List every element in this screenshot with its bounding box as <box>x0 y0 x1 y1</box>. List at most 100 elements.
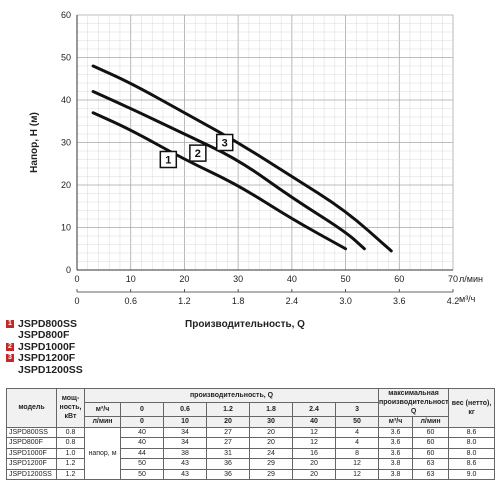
x-axis-title: Производительность, Q <box>185 319 305 330</box>
perf-m3h: 0.6 <box>163 402 207 417</box>
header-performance: производительность, Q <box>83 388 380 403</box>
legend-badge: 1 <box>6 319 14 328</box>
y-tick-label: 0 <box>66 265 71 275</box>
x-tick-label: 30 <box>233 274 243 284</box>
head-cell: 43 <box>163 468 207 480</box>
pump-performance-chart: 0 10 20 30 40 50 60 0 10 20 30 40 50 60 70 л/мин 0 0.6 1.2… <box>29 10 483 330</box>
max-m3h-cell: 3.8 <box>378 468 414 480</box>
head-cell: 29 <box>249 468 293 480</box>
unit-lmin: л/мин <box>84 416 121 428</box>
y-axis-title: Напор, H (м) <box>29 112 40 173</box>
spec-table: модель мощ-ность, кВт производительность… <box>6 388 496 480</box>
x-tick-label: 10 <box>126 274 136 284</box>
max-lmin-cell: 60 <box>412 447 450 459</box>
max-lmin-cell: 60 <box>412 437 450 449</box>
header-weight: вес (нетто), кг <box>448 388 496 428</box>
perf-m3h: 2.4 <box>292 402 336 417</box>
table-row: JSPD800F 0.8 40 34 27 20 12 4 3.6 60 8.0 <box>6 437 496 449</box>
legend-item: JSPD800F <box>6 329 83 342</box>
y-tick-label: 20 <box>61 180 71 190</box>
head-cell: 4 <box>334 437 380 449</box>
x-tick-label-secondary: 1.8 <box>232 296 245 306</box>
model-cell: JSPD1000F <box>6 447 57 459</box>
x-tick-label-secondary: 1.2 <box>178 296 191 306</box>
head-cell: 12 <box>292 437 336 449</box>
legend-item: 3 JSPD1200F <box>6 352 83 365</box>
legend-item: 1 JSPD800SS <box>6 318 83 330</box>
head-cell: 36 <box>206 468 250 480</box>
power-cell: 0.8 <box>56 426 85 438</box>
perf-m3h: 1.8 <box>249 402 293 417</box>
head-cell: 20 <box>249 426 293 438</box>
series-line-1 <box>91 111 348 251</box>
max-m3h-cell: 3.6 <box>378 447 414 459</box>
series-label: 3 <box>222 138 228 150</box>
head-cell: 12 <box>334 458 380 470</box>
head-cell: 20 <box>292 458 336 470</box>
table-row: JSPD1000F 1.0 44 38 31 24 16 8 3.6 60 8.… <box>6 447 496 459</box>
perf-m3h: 0 <box>120 402 164 417</box>
legend-label: JSPD1200SS <box>18 363 83 376</box>
head-cell: 27 <box>206 437 250 449</box>
head-cell: 20 <box>249 437 293 449</box>
head-label-cell: напор, м <box>84 426 121 480</box>
head-cell: 43 <box>163 458 207 470</box>
max-lmin-cell: 60 <box>412 426 450 438</box>
legend-badge: 3 <box>6 354 14 363</box>
unit-m3h: м³/ч <box>378 416 414 428</box>
unit-lmin: л/мин <box>412 416 450 428</box>
head-cell: 27 <box>206 426 250 438</box>
head-cell: 31 <box>206 447 250 459</box>
x-unit-primary: л/мин <box>459 274 483 284</box>
max-m3h-cell: 3.6 <box>378 426 414 438</box>
series-label-box <box>189 144 207 162</box>
legend-item: JSPD1200SS <box>6 364 83 376</box>
head-cell: 36 <box>206 458 250 470</box>
series-label-box <box>215 133 234 152</box>
head-cell: 8 <box>334 447 380 459</box>
series-label-box <box>159 150 178 169</box>
head-cell: 16 <box>292 447 336 459</box>
weight-cell: 8.0 <box>448 437 496 449</box>
x-tick-label: 20 <box>179 274 189 284</box>
legend-label: JSPD800F <box>18 329 70 342</box>
legend-label: JSPD1200F <box>18 352 76 365</box>
x-unit-secondary: м³/ч <box>459 294 476 304</box>
weight-cell: 8.6 <box>448 458 496 470</box>
perf-lmin: 40 <box>292 416 336 428</box>
model-cell: JSPD800SS <box>6 426 57 438</box>
legend-item: 2 JSPD1000F <box>6 341 83 353</box>
table-header-row: м³/ч 0 0.6 1.2 1.8 2.4 3 <box>7 402 495 417</box>
y-tick-label: 30 <box>61 138 71 148</box>
perf-lmin: 50 <box>334 416 380 428</box>
head-cell: 34 <box>163 426 207 438</box>
power-cell: 1.2 <box>56 458 85 470</box>
head-cell: 12 <box>334 468 380 480</box>
model-cell: JSPD800F <box>6 437 57 449</box>
unit-m3h: м³/ч <box>84 402 121 417</box>
y-tick-label: 50 <box>61 53 71 63</box>
x-tick-label-secondary: 0 <box>74 296 79 306</box>
table-row: JSPD800SS 0.8 напор, м 40 34 27 20 12 4 … <box>6 426 496 480</box>
model-cell: JSPD1200F <box>6 458 57 470</box>
power-cell: 1.2 <box>56 468 85 480</box>
head-cell: 4 <box>334 426 380 438</box>
model-cell: JSPD1200SS <box>6 468 57 480</box>
head-cell: 24 <box>249 447 293 459</box>
header-power: мощ-ность, кВт <box>56 388 85 428</box>
max-m3h-cell: 3.6 <box>378 437 414 449</box>
head-cell: 29 <box>249 458 293 470</box>
max-m3h-cell: 3.8 <box>378 458 414 470</box>
y-tick-label: 40 <box>61 95 71 105</box>
weight-cell: 9.0 <box>448 468 496 480</box>
perf-lmin: 30 <box>249 416 293 428</box>
perf-lmin: 10 <box>163 416 207 428</box>
series-line-2 <box>91 90 366 251</box>
header-max-performance: максимальная производительность, Q <box>378 388 450 417</box>
x-tick-label: 40 <box>287 274 297 284</box>
table-row: JSPD1200F 1.2 50 43 36 29 20 12 3.8 63 8… <box>6 458 496 470</box>
head-cell: 44 <box>120 447 164 459</box>
head-cell: 50 <box>120 458 164 470</box>
table-header-row: модель мощ-ность, кВт производительность… <box>6 388 496 428</box>
head-cell: 40 <box>120 437 164 449</box>
